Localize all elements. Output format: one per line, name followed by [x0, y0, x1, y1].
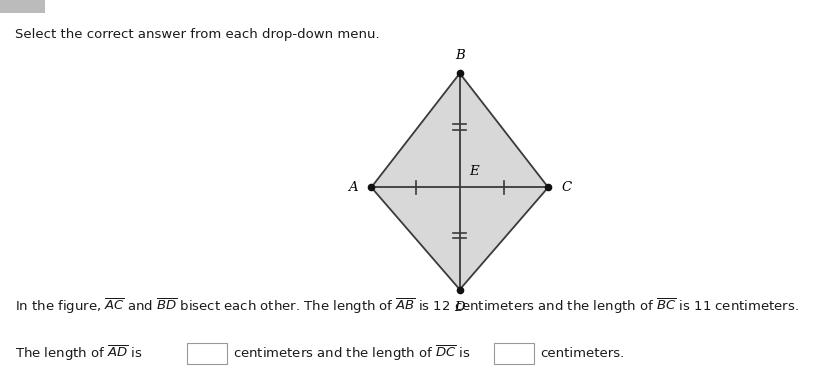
Text: A: A [348, 181, 358, 194]
FancyBboxPatch shape [187, 343, 227, 364]
Text: In the figure, $\overline{AC}$ and $\overline{BD}$ bisect each other. The length: In the figure, $\overline{AC}$ and $\ove… [15, 297, 799, 316]
Text: B: B [455, 48, 465, 62]
Text: centimeters.: centimeters. [540, 347, 625, 360]
Text: D: D [455, 301, 465, 314]
Text: C: C [562, 181, 572, 194]
Text: The length of $\overline{AD}$ is: The length of $\overline{AD}$ is [15, 344, 143, 363]
FancyBboxPatch shape [0, 0, 45, 13]
Text: E: E [470, 164, 479, 178]
Text: centimeters and the length of $\overline{DC}$ is: centimeters and the length of $\overline… [233, 344, 471, 363]
Text: Select the correct answer from each drop-down menu.: Select the correct answer from each drop… [15, 28, 379, 41]
Polygon shape [371, 73, 548, 290]
FancyBboxPatch shape [494, 343, 534, 364]
